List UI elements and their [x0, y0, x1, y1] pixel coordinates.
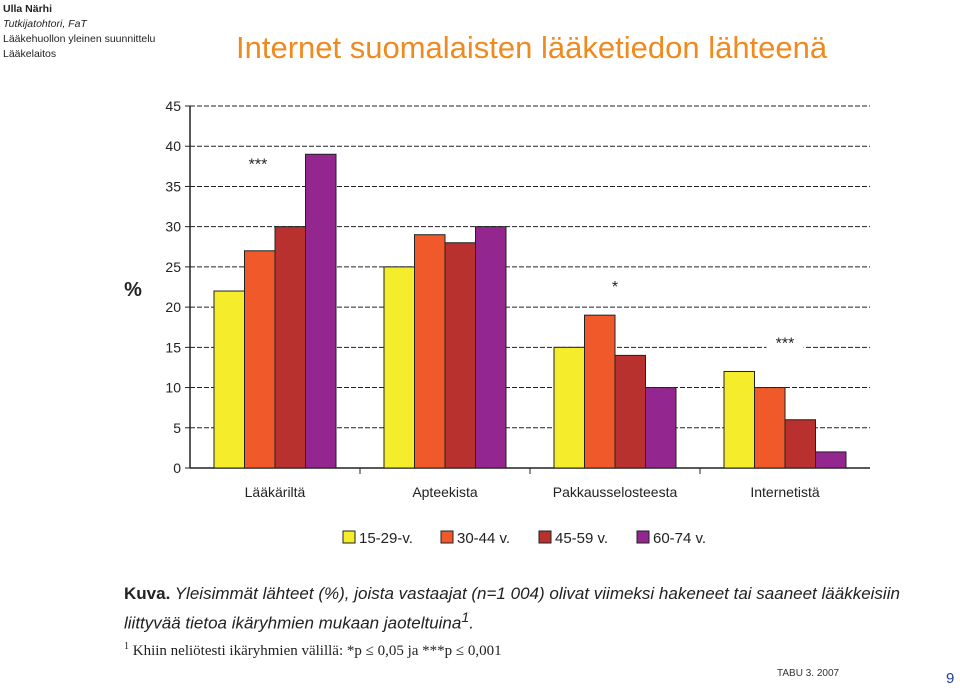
bar — [274, 226, 306, 469]
bar-chart: 0 5 10 15 20 25 30 35 40 45% Lääkäriltä *** Apteekis… — [124, 98, 870, 547]
bar — [444, 242, 476, 469]
legend-label: 60-74 v. — [653, 530, 706, 547]
significance-marker: *** — [776, 335, 795, 352]
significance-mask — [605, 279, 625, 298]
bar — [475, 226, 507, 469]
y-tick-label: 30 — [165, 219, 181, 235]
bar — [645, 387, 677, 469]
significance-marker: * — [612, 279, 618, 296]
legend-swatch — [636, 530, 650, 544]
bar — [414, 234, 446, 469]
source-label: TABU 3. 2007 — [777, 668, 840, 679]
x-tick-label: Pakkausselosteesta — [553, 484, 678, 500]
bar — [383, 266, 415, 469]
author-organization: Lääkelaitos — [3, 48, 57, 60]
y-tick-label: 25 — [165, 259, 181, 275]
bar — [305, 153, 337, 469]
x-tick-label: Apteekista — [412, 484, 478, 500]
author-role: Tutkijatohtori, FaT — [3, 18, 87, 30]
y-tick-label: 0 — [173, 460, 181, 476]
legend-swatch — [538, 530, 552, 544]
significance-marker: *** — [249, 156, 268, 173]
x-tick-label: Internetistä — [750, 484, 819, 500]
y-tick-label: 10 — [165, 380, 181, 396]
y-tick-label: 5 — [173, 420, 181, 436]
bar — [784, 419, 816, 469]
y-tick-label: 45 — [165, 98, 181, 114]
footnote: 1 Khiin neliötesti ikäryhmien välillä: *… — [124, 641, 502, 660]
bar — [723, 370, 755, 469]
bar — [213, 290, 245, 469]
author-unit: Lääkehuollon yleinen suunnittelu — [3, 33, 156, 45]
bar — [244, 250, 276, 469]
footnote-mark: 1 — [124, 641, 129, 652]
y-tick-label: 20 — [165, 299, 181, 315]
legend-swatch — [440, 530, 454, 544]
y-axis-label: % — [124, 279, 142, 301]
caption-footnote-mark: 1 — [461, 610, 470, 626]
y-tick-label: 15 — [165, 339, 181, 355]
caption-end: . — [469, 613, 474, 633]
legend-label: 15-29-v. — [359, 530, 413, 547]
caption-text: Yleisimmät lähteet (%), joista vastaajat… — [124, 584, 900, 633]
legend-label: 30-44 v. — [457, 530, 510, 547]
y-tick-label: 35 — [165, 178, 181, 194]
bar — [754, 387, 786, 469]
significance-mask — [239, 156, 277, 175]
figure-caption: Kuva. Yleisimmät lähteet (%), joista vas… — [124, 582, 924, 636]
y-tick-label: 40 — [165, 138, 181, 154]
author-block: Ulla Närhi Tutkijatohtori, FaT Lääkehuol… — [3, 2, 155, 62]
legend-label: 45-59 v. — [555, 530, 608, 547]
caption-label: Kuva. — [124, 584, 171, 603]
author-name: Ulla Närhi — [3, 3, 53, 15]
bar — [553, 346, 585, 469]
x-tick-label: Lääkäriltä — [245, 484, 306, 500]
legend-swatch — [342, 530, 356, 544]
bar — [584, 314, 616, 469]
bar — [614, 354, 646, 469]
slide-title: Internet suomalaisten lääketiedon lähtee… — [236, 30, 828, 65]
page-number: 9 — [946, 670, 955, 687]
significance-mask — [766, 335, 804, 354]
footnote-text: Khiin neliötesti ikäryhmien välillä: *p … — [132, 643, 502, 659]
bar — [815, 451, 847, 469]
